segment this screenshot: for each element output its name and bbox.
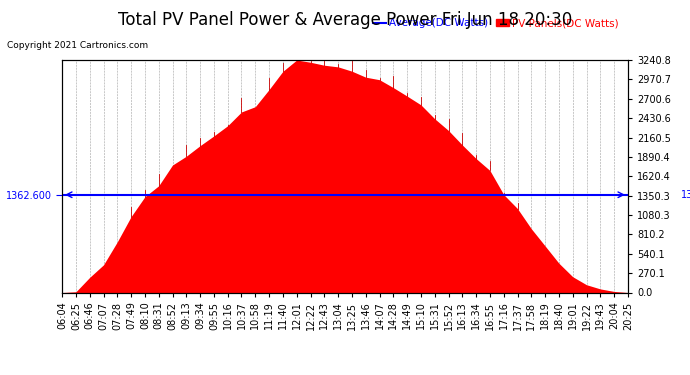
Text: 1362.600: 1362.600 <box>680 190 690 200</box>
Legend: Average(DC Watts), PV Panels(DC Watts): Average(DC Watts), PV Panels(DC Watts) <box>369 14 622 32</box>
Text: Copyright 2021 Cartronics.com: Copyright 2021 Cartronics.com <box>7 41 148 50</box>
Text: Total PV Panel Power & Average Power Fri Jun 18 20:30: Total PV Panel Power & Average Power Fri… <box>118 11 572 29</box>
